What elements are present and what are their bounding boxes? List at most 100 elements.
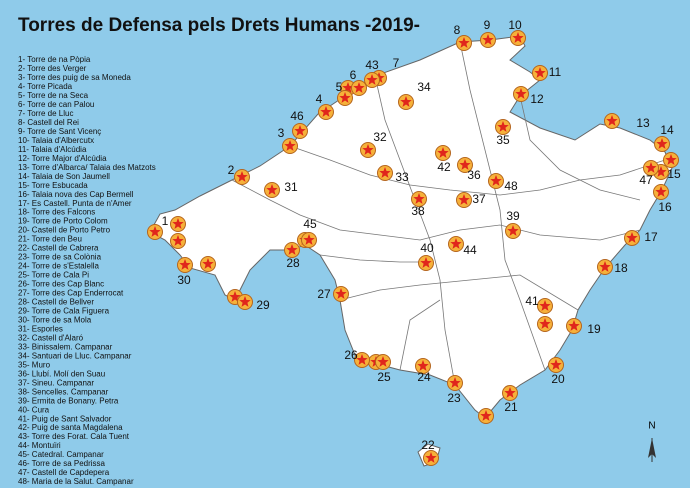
legend-item: 25- Torre de Cala Pi [18,271,89,280]
legend-item: 5- Torre de na Seca [18,91,89,100]
north-arrow [648,438,656,462]
marker-label: 26 [344,348,358,362]
marker-label: 16 [658,200,672,214]
legend-item: 38- Sencelles. Campanar [18,387,109,396]
tower-marker-star [303,234,315,245]
marker-label: 27 [317,287,331,301]
tower-marker-star [437,147,449,158]
tower-marker-star [362,144,374,155]
tower-marker-star [497,121,509,132]
legend-item: 11- Talaia d'Alcúdia [18,145,87,154]
tower-marker-star [339,92,351,103]
tower-marker-star [550,359,562,370]
legend-item: 27- Torre des Cap Enderrocat [18,289,124,298]
marker-label: 45 [303,217,317,231]
tower-marker-star [425,452,437,463]
tower-marker-star [480,410,492,421]
marker-label: 1 [162,214,169,228]
municipal-borders [231,41,666,386]
marker-label: 42 [437,160,451,174]
tower-marker-star [645,162,657,173]
marker-label: 18 [614,261,628,275]
tower-marker-star [656,138,668,149]
marker-label: 14 [660,123,674,137]
legend-item: 43- Torre des Forat. Cala Tuent [18,432,130,441]
legend-item: 40- Cura [18,405,50,414]
marker-label: 4 [316,92,323,106]
marker-label: 12 [530,92,544,106]
tower-marker-star [356,354,368,365]
tower-marker-star [179,259,191,270]
marker-label: 2 [228,163,235,177]
tower-marker-star [284,140,296,151]
tower-marker-star [202,258,214,269]
marker-label: 37 [472,192,486,206]
marker-label: 17 [644,230,658,244]
tower-marker-star [320,106,332,117]
legend-item: 24- Torre de s'Estalella [18,262,100,271]
tower-marker-star [239,296,251,307]
tower-marker-star [655,166,667,177]
legend-item: 47- Castell de Capdepera [18,468,110,477]
legend-item: 20- Castell de Porto Petro [18,226,111,235]
tower-marker-star [449,377,461,388]
legend-item: 19- Torre de Porto Colom [18,217,108,226]
tower-marker-star [379,167,391,178]
tower-marker-star [377,356,389,367]
legend-item: 8- Castell del Rei [18,118,79,127]
marker-label: 43 [365,58,379,72]
tower-marker-star [172,235,184,246]
marker-label: 40 [420,241,434,255]
marker-label: 13 [636,116,650,130]
legend-item: 46- Torre de sa Pedrissa [18,459,106,468]
marker-label: 36 [467,168,481,182]
tower-marker-star [294,125,306,136]
tower-marker-star [286,244,298,255]
tower-marker-star [655,186,667,197]
legend-item: 9- Torre de Sant Vicenç [18,127,101,136]
legend-item: 22- Castell de Cabrera [18,244,99,253]
tower-marker-star [539,318,551,329]
legend-item: 37- Sineu. Campanar [18,378,94,387]
tower-marker-star [342,82,354,93]
tower-marker-star [534,67,546,78]
marker-label: 32 [373,130,387,144]
marker-label: 29 [256,298,270,312]
legend-item: 42- Puig de santa Magdalena [18,423,123,432]
marker-label: 46 [290,109,304,123]
tower-marker-star [420,257,432,268]
marker-label: 20 [551,372,565,386]
legend-item: 44- Montuïri [18,441,61,450]
legend-item: 7- Torre de Lluc [18,109,73,118]
marker-label: 11 [549,65,562,79]
legend-item: 33- Binissalem. Campanar [18,342,113,351]
legend-item: 30- Torre de sa Mola [18,315,92,324]
marker-label: 9 [484,18,491,32]
marker-label: 44 [463,243,477,257]
marker-label: 31 [284,180,298,194]
legend-item: 6- Torre de can Palou [18,100,94,109]
marker-label: 35 [496,133,510,147]
marker-label: 41 [525,294,539,308]
legend-item: 21- Torre den Beu [18,235,82,244]
legend-item: 31- Esporles [18,324,63,333]
legend-item: 29- Torre de Cala Figuera [18,307,110,316]
legend-item: 3- Torre des puig de sa Moneda [18,73,131,82]
tower-marker-star [606,115,618,126]
map-title: Torres de Defensa pels Drets Humans -201… [18,15,420,36]
legend-item: 26- Torre des Cap Blanc [18,280,104,289]
legend-item: 12- Torre Major d'Alcúdia [18,154,107,163]
marker-label: 28 [286,256,300,270]
tower-marker-star [626,232,638,243]
marker-label: 23 [447,391,461,405]
tower-marker-star [515,88,527,99]
marker-label: 30 [177,273,191,287]
marker-label: 24 [417,370,431,384]
tower-marker-star [665,154,677,165]
marker-label: 10 [508,18,522,32]
marker-label: 21 [504,400,518,414]
marker-label: 3 [278,126,285,140]
legend-item: 18- Torre des Falcons [18,208,95,217]
marker-label: 48 [504,179,518,193]
